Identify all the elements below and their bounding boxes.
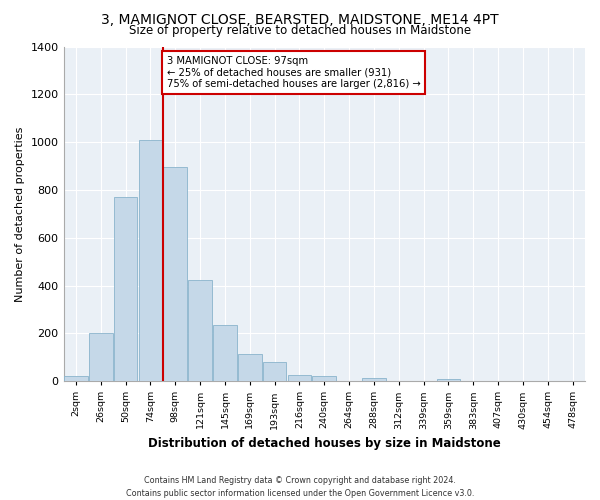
- Text: 3, MAMIGNOT CLOSE, BEARSTED, MAIDSTONE, ME14 4PT: 3, MAMIGNOT CLOSE, BEARSTED, MAIDSTONE, …: [101, 12, 499, 26]
- X-axis label: Distribution of detached houses by size in Maidstone: Distribution of detached houses by size …: [148, 437, 500, 450]
- Bar: [437, 378, 460, 381]
- Bar: [362, 378, 386, 381]
- Y-axis label: Number of detached properties: Number of detached properties: [15, 126, 25, 302]
- Text: Size of property relative to detached houses in Maidstone: Size of property relative to detached ho…: [129, 24, 471, 37]
- Bar: [64, 376, 88, 381]
- Bar: [163, 167, 187, 381]
- Bar: [313, 376, 336, 381]
- Bar: [287, 375, 311, 381]
- Bar: [213, 325, 237, 381]
- Text: 3 MAMIGNOT CLOSE: 97sqm
← 25% of detached houses are smaller (931)
75% of semi-d: 3 MAMIGNOT CLOSE: 97sqm ← 25% of detache…: [167, 56, 421, 90]
- Bar: [114, 197, 137, 381]
- Bar: [139, 140, 162, 381]
- Bar: [263, 362, 286, 381]
- Bar: [89, 334, 113, 381]
- Text: Contains HM Land Registry data © Crown copyright and database right 2024.
Contai: Contains HM Land Registry data © Crown c…: [126, 476, 474, 498]
- Bar: [188, 280, 212, 381]
- Bar: [238, 354, 262, 381]
